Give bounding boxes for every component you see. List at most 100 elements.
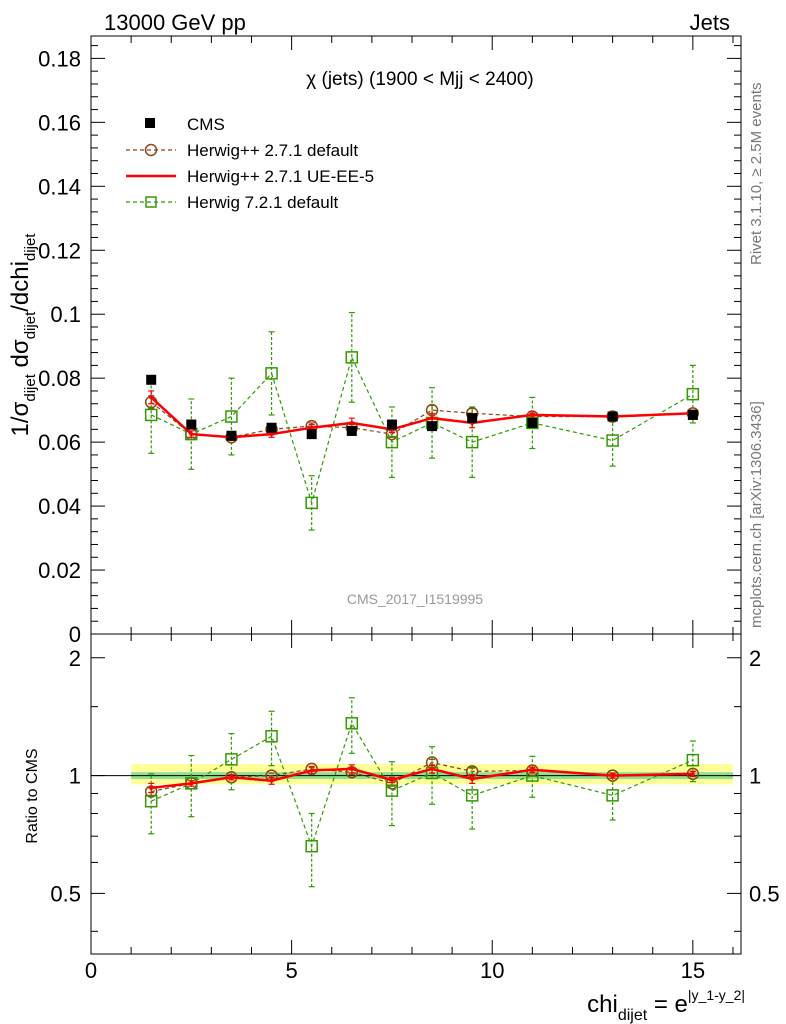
herwigpp-ueee5-point bbox=[530, 412, 535, 417]
ytick-label: 0.02 bbox=[38, 558, 81, 583]
herwig7-point bbox=[144, 408, 158, 422]
cms-point bbox=[427, 421, 438, 432]
ratio-ytick-label-right: 1 bbox=[749, 764, 761, 789]
herwigpp-ueee5-point bbox=[269, 432, 274, 437]
ratio-ytick-label: 2 bbox=[69, 646, 81, 671]
cms-point bbox=[186, 419, 197, 430]
ratio-herwigpp-ueee5-point bbox=[149, 785, 154, 790]
ratio-herwig7-point bbox=[385, 784, 399, 797]
main-yticks: 0 0.02 0.04 0.06 0.08 0.1 0.12 0.14 0.16 0.18 bbox=[38, 45, 741, 647]
herwig7-point bbox=[606, 434, 619, 447]
herwigpp-ueee5-point bbox=[189, 432, 194, 437]
main-series bbox=[144, 312, 700, 531]
legend-label-cms: CMS bbox=[187, 115, 225, 134]
ytick-label: 0.1 bbox=[50, 302, 81, 327]
cms-point bbox=[226, 430, 237, 441]
ratio-panel-frame bbox=[90, 633, 742, 955]
ratio-herwigpp-ueee5-point bbox=[189, 781, 194, 786]
ratio-herwig7-point bbox=[465, 789, 479, 802]
legend-label-herwigpp-default: Herwig++ 2.7.1 default bbox=[187, 141, 358, 160]
header-right: Jets bbox=[690, 10, 730, 35]
xtick-label: 15 bbox=[681, 958, 705, 983]
cms-point bbox=[266, 422, 277, 433]
legend-label-herwigpp-ueee5: Herwig++ 2.7.1 UE-EE-5 bbox=[187, 167, 374, 186]
ytick-label: 0.06 bbox=[38, 430, 81, 455]
legend-entry-herwigpp-default: Herwig++ 2.7.1 default bbox=[126, 141, 358, 160]
herwig7-point bbox=[225, 410, 238, 423]
ratio-herwig7-point bbox=[144, 794, 158, 808]
cms-point bbox=[146, 374, 157, 385]
herwigpp-ueee5-point bbox=[430, 416, 435, 421]
cms-point bbox=[386, 419, 397, 430]
cms-point bbox=[527, 417, 538, 428]
ratio-series bbox=[144, 697, 700, 888]
ratio-herwigpp-ueee5-point bbox=[470, 776, 475, 781]
cms-point bbox=[687, 409, 698, 420]
main-xticks bbox=[90, 36, 734, 634]
herwig7-point bbox=[265, 367, 278, 380]
herwigpp-ueee5-point bbox=[349, 420, 354, 425]
cms-point bbox=[467, 413, 478, 424]
xlabel: chidijet = e|y_1-y_2| bbox=[587, 987, 745, 1024]
legend-entry-herwigpp-ueee5: Herwig++ 2.7.1 UE-EE-5 bbox=[126, 167, 374, 186]
ratio-herwigpp-ueee5-point bbox=[610, 773, 615, 778]
svg-text:chidijet = e|y_1-y_2|: chidijet = e|y_1-y_2| bbox=[587, 987, 745, 1024]
cms-point bbox=[306, 429, 317, 440]
ratio-herwig7-point bbox=[686, 753, 700, 767]
ratio-xticks: 0 5 10 15 bbox=[85, 634, 734, 983]
ratio-herwig7-point bbox=[345, 717, 359, 730]
ratio-ylabel: Ratio to CMS bbox=[24, 748, 41, 843]
ratio-yticks: 0.5 0.5 1 1 2 2 bbox=[50, 646, 780, 932]
ratio-ytick-label-right: 2 bbox=[749, 646, 761, 671]
herwig7-point bbox=[385, 435, 399, 449]
herwig7-point bbox=[465, 435, 479, 449]
xtick-label: 0 bbox=[85, 958, 97, 983]
ratio-ytick-label: 0.5 bbox=[50, 881, 81, 906]
ytick-label: 0.12 bbox=[38, 238, 81, 263]
ratio-herwig7-point bbox=[606, 789, 619, 802]
herwigpp-ueee5-point bbox=[149, 395, 154, 400]
ytick-label: 0.04 bbox=[38, 494, 81, 519]
ratio-ytick-label-right: 0.5 bbox=[749, 881, 780, 906]
legend-entry-cms: CMS bbox=[145, 115, 225, 134]
ratio-herwigpp-ueee5-point bbox=[349, 766, 354, 771]
herwigpp-ueee5-point bbox=[309, 425, 314, 430]
main-ylabel: 1/σdijet dσdijet/dchidijet bbox=[7, 233, 39, 437]
ratio-herwigpp-ueee5-point bbox=[430, 766, 435, 771]
herwig7-point bbox=[345, 351, 359, 364]
ratio-herwig7-line bbox=[150, 721, 694, 849]
ratio-herwig7-point bbox=[265, 730, 278, 743]
ratio-ytick-label: 1 bbox=[69, 764, 81, 789]
header-left: 13000 GeV pp bbox=[104, 10, 246, 35]
ratio-herwigpp-ueee5-point bbox=[690, 771, 695, 776]
ratio-herwigpp-ueee5-point bbox=[269, 778, 274, 783]
legend: CMS Herwig++ 2.7.1 default Herwig++ 2.7.… bbox=[126, 115, 374, 212]
ytick-label: 0.18 bbox=[38, 46, 81, 71]
herwig7-point bbox=[686, 387, 700, 401]
side-label-rivet: Rivet 3.1.10, ≥ 2.5M events bbox=[748, 83, 765, 266]
ratio-herwigpp-ueee5-point bbox=[309, 768, 314, 773]
legend-entry-herwig7: Herwig 7.2.1 default bbox=[126, 193, 338, 212]
ytick-label: 0.16 bbox=[38, 110, 81, 135]
xtick-label: 10 bbox=[480, 958, 504, 983]
ratio-herwig7-point bbox=[305, 839, 318, 853]
herwigpp-ueee5-line bbox=[150, 396, 693, 439]
cms-point bbox=[607, 411, 618, 422]
ytick-label: 0.08 bbox=[38, 366, 81, 391]
plot-title: χ (jets) (1900 < Mjj < 2400) bbox=[306, 69, 534, 90]
cms-point bbox=[346, 425, 357, 436]
ratio-herwigpp-ueee5-point bbox=[389, 777, 394, 782]
ratio-herwigpp-ueee5-point bbox=[229, 775, 234, 780]
watermark: CMS_2017_I1519995 bbox=[347, 591, 483, 607]
ytick-label: 0.14 bbox=[38, 174, 81, 199]
ratio-herwigpp-ueee5-line bbox=[151, 767, 693, 790]
herwig7-point bbox=[305, 496, 318, 510]
ratio-herwigpp-ueee5-point bbox=[530, 767, 535, 772]
ytick-label: 0 bbox=[69, 622, 81, 647]
herwig7-line bbox=[150, 355, 694, 506]
ratio-herwig7-point bbox=[225, 753, 238, 766]
xtick-label: 5 bbox=[285, 958, 297, 983]
svg-text:1/σdijet dσdijet/dchidijet: 1/σdijet dσdijet/dchidijet bbox=[7, 233, 39, 437]
side-label-mcplots: mcplots.cern.ch [arXiv:1306.3436] bbox=[748, 401, 765, 628]
